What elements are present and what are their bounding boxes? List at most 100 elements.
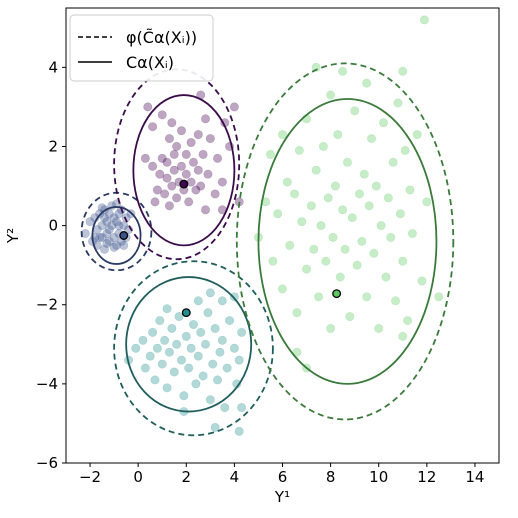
data-point [311,62,321,72]
data-point [381,272,391,282]
data-point [386,232,396,242]
data-point [208,359,218,369]
data-point [210,422,220,432]
data-point [140,153,150,163]
data-point [213,153,223,163]
data-point [265,149,275,159]
data-point [176,355,186,365]
y-tick-label: 4 [48,58,58,76]
data-point [174,312,184,322]
data-point [398,256,408,266]
data-point [340,244,350,254]
data-point [172,193,182,203]
data-point [321,256,331,266]
data-point [162,304,172,314]
data-point [395,209,405,219]
data-point [374,323,384,333]
data-point [292,308,302,318]
data-point [369,248,379,258]
data-point [176,126,186,136]
data-point [285,240,295,250]
data-point [434,292,444,302]
data-point [379,118,389,128]
data-point [345,312,355,322]
data-point [225,316,235,326]
data-point [220,403,230,413]
data-point [222,363,232,373]
data-point [109,232,119,242]
x-axis-label: Y¹ [274,488,290,506]
data-point [179,391,189,401]
data-point [354,189,364,199]
data-point [104,209,114,219]
x-tick-label: 0 [133,468,143,486]
data-point [99,213,109,223]
data-point [160,189,170,199]
data-point [188,157,198,167]
data-point [350,106,360,116]
data-point [109,213,119,223]
data-point [104,236,114,246]
data-point [398,331,408,341]
data-point [330,181,340,191]
data-point [273,209,283,219]
data-point [109,242,119,252]
data-point [237,327,247,337]
data-point [400,145,410,155]
data-point [217,177,227,187]
data-point [362,292,372,302]
marked-point-2 [181,308,191,318]
data-point [234,426,244,436]
data-point [114,209,124,219]
data-point [191,185,201,195]
data-point [138,335,148,345]
solid-ellipse-1 [132,94,236,247]
data-point [162,157,172,167]
data-point [229,343,239,353]
data-point [364,201,374,211]
data-point [323,193,333,203]
x-tick-label: 14 [465,468,484,486]
data-point [318,141,328,151]
data-point [186,343,196,353]
data-point [157,110,167,120]
data-point [237,403,247,413]
data-point [333,130,343,140]
data-point [201,205,211,215]
data-point [99,244,109,254]
data-point [102,229,112,239]
data-point [162,173,172,183]
data-point [362,78,372,88]
data-point [102,217,112,227]
data-point [191,379,201,389]
y-tick-label: −6 [36,454,58,472]
data-point [217,335,227,345]
data-point [335,272,345,282]
data-point [407,229,417,239]
data-point [383,193,393,203]
data-point [119,240,129,250]
x-tick-label: 8 [326,468,336,486]
data-point [311,165,321,175]
data-point [167,323,177,333]
data-point [102,238,112,248]
data-point [306,201,316,211]
data-point [164,134,174,144]
data-point [297,217,307,227]
data-point [198,371,208,381]
data-point [131,343,141,353]
data-point [229,102,239,112]
data-point [403,316,413,326]
data-point [169,165,179,175]
x-tick-label: 6 [278,468,288,486]
data-point [193,165,203,175]
data-point [338,66,348,76]
data-point [309,244,319,254]
data-point [229,292,239,302]
data-point [338,205,348,215]
data-point [167,118,177,128]
data-point [234,355,244,365]
solid-ellipse-2 [125,276,253,413]
dashed-ellipse-3 [235,62,455,421]
